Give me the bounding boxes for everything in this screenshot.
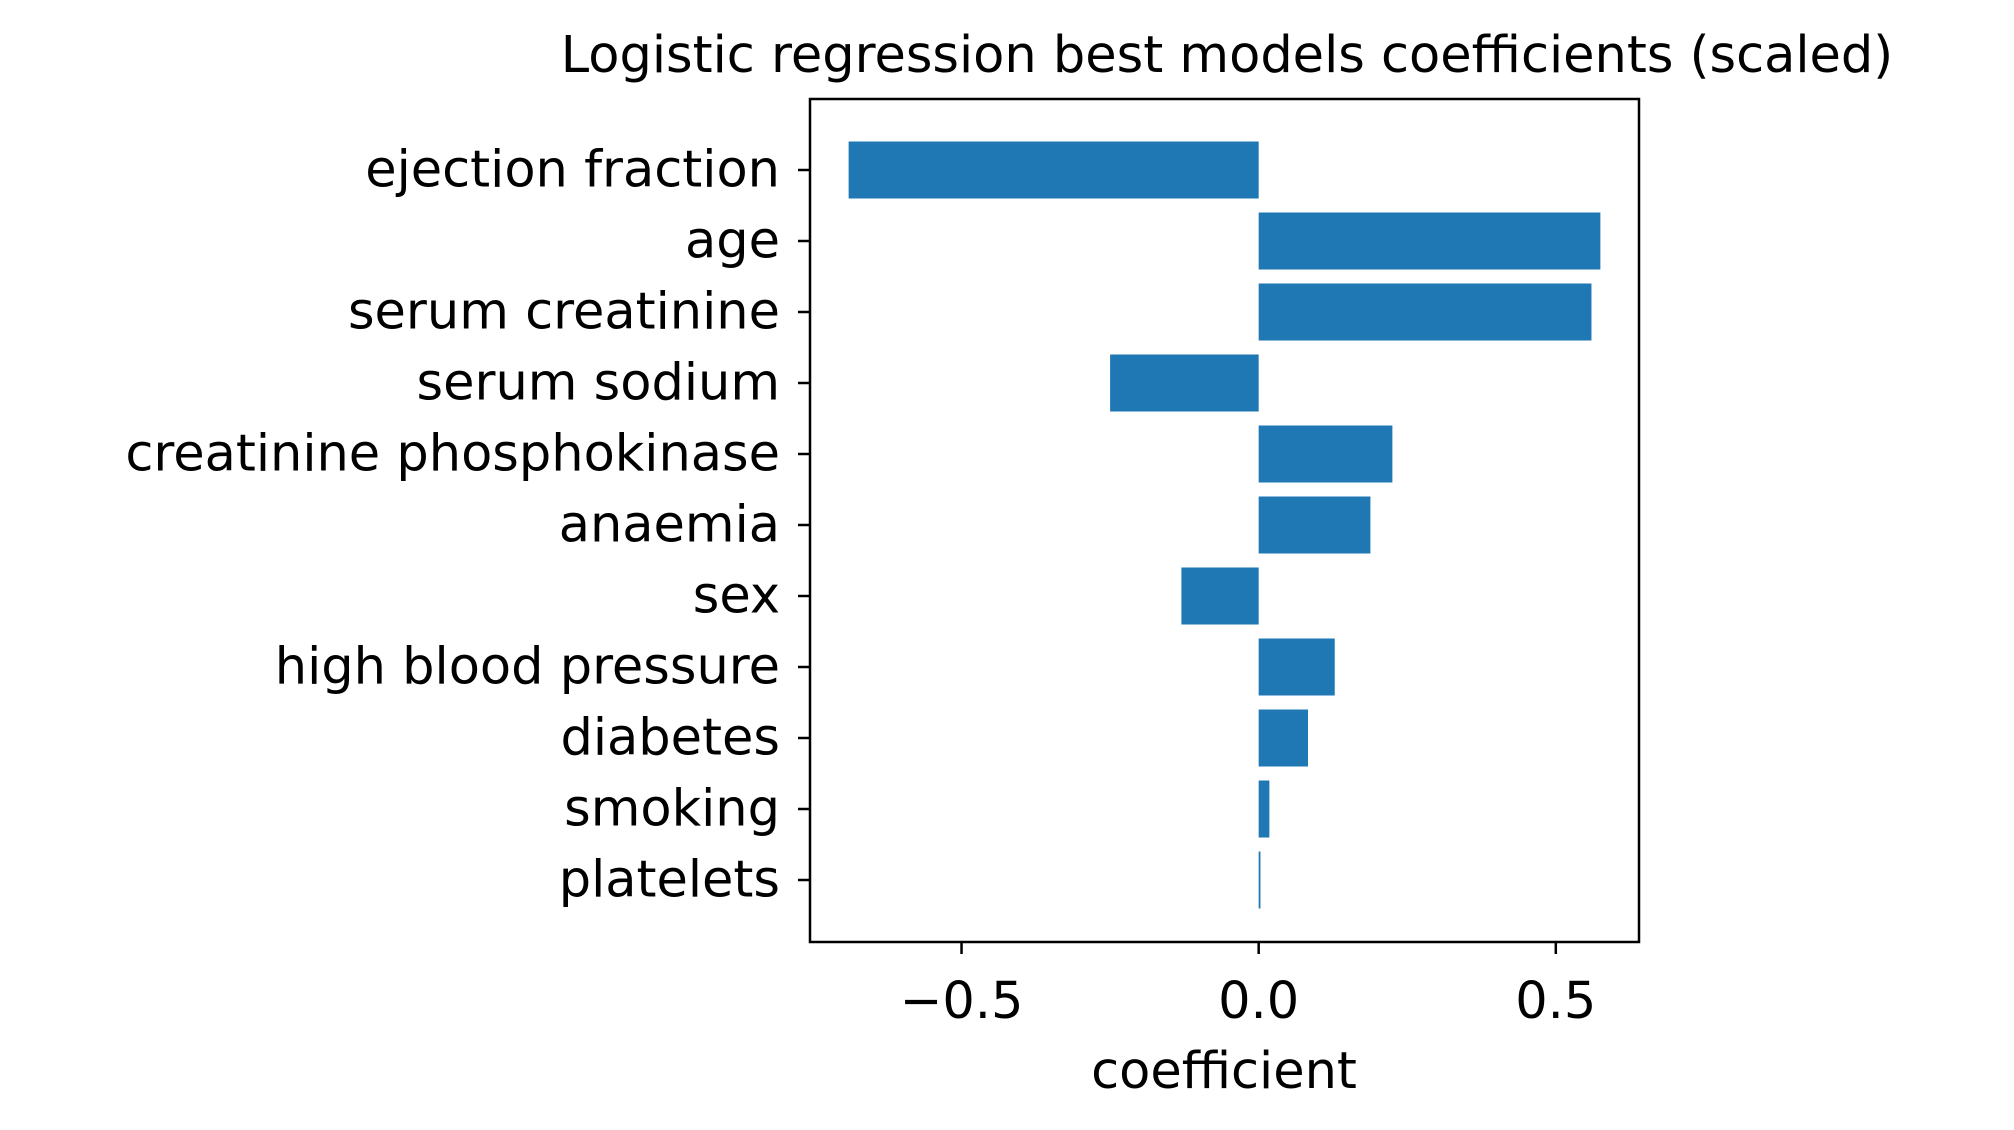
y-tick-label: diabetes xyxy=(561,709,781,768)
x-axis-ticks: −0.5 0.0 0.5 xyxy=(900,942,1596,1031)
bar-serum-creatinine xyxy=(1258,283,1592,341)
y-tick-label: smoking xyxy=(564,780,780,839)
bar-anaemia xyxy=(1258,496,1371,554)
x-tick-label: 0.0 xyxy=(1218,972,1299,1031)
x-tick-label: −0.5 xyxy=(900,972,1024,1031)
x-axis-label: coefficient xyxy=(1091,1042,1357,1101)
y-axis-ticks: ejection fraction age serum creatinine seru… xyxy=(125,141,810,910)
bar-creatinine-phosphokinase xyxy=(1258,425,1393,483)
y-tick-label: sex xyxy=(693,567,780,626)
y-tick-label: ejection fraction xyxy=(365,141,780,200)
bar-serum-sodium xyxy=(1110,354,1259,412)
y-tick-label: creatinine phosphokinase xyxy=(125,425,780,484)
y-tick-label: serum sodium xyxy=(417,354,780,413)
bar-ejection-fraction xyxy=(848,141,1259,199)
x-tick-label: 0.5 xyxy=(1515,972,1596,1031)
y-tick-label: platelets xyxy=(559,851,780,910)
bar-high-blood-pressure xyxy=(1258,638,1335,696)
plot-frame xyxy=(808,97,1641,944)
y-tick-label: age xyxy=(685,212,780,271)
y-tick-label: anaemia xyxy=(559,496,780,555)
bar-smoking xyxy=(1258,780,1270,838)
y-tick-label: serum creatinine xyxy=(348,283,780,342)
bar-age xyxy=(1258,212,1601,270)
bar-sex xyxy=(1181,567,1259,625)
chart-title: Logistic regression best models coeffici… xyxy=(561,26,1893,85)
bar-diabetes xyxy=(1258,709,1308,767)
bar-platelets xyxy=(1258,851,1261,909)
y-tick-label: high blood pressure xyxy=(275,638,780,697)
bars-group xyxy=(848,141,1601,909)
